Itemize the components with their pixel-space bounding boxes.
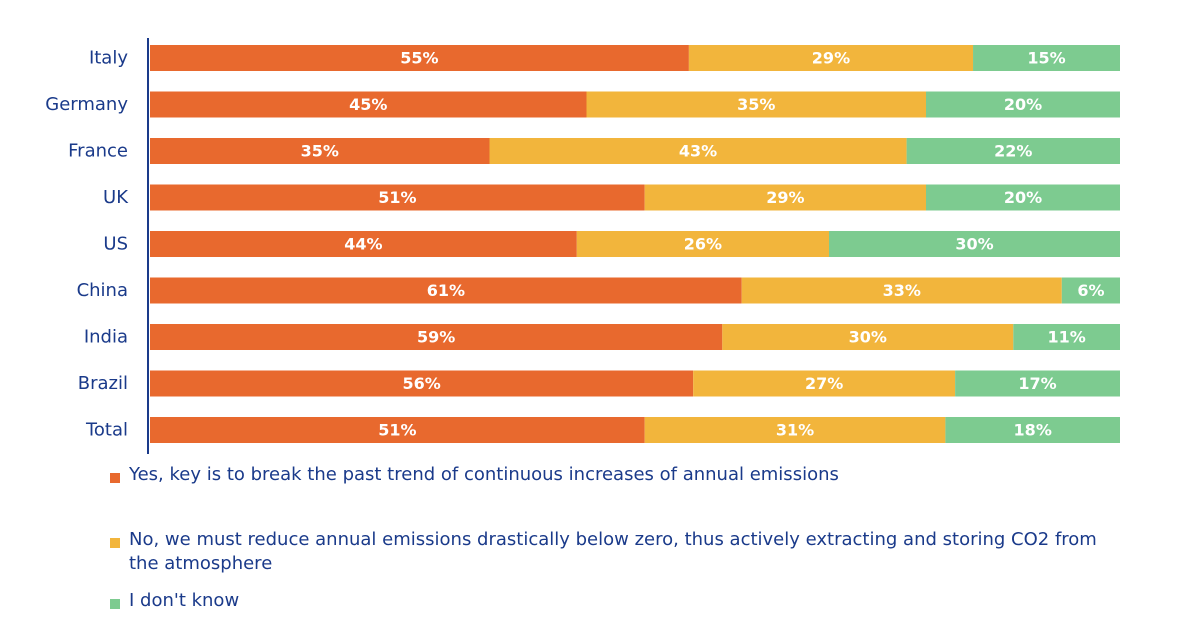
bar-france-series-2 — [906, 138, 1120, 164]
data-label-india-series-0: 59% — [417, 328, 455, 347]
data-label-us-series-1: 26% — [684, 235, 722, 254]
category-label-germany: Germany — [45, 94, 128, 115]
legend-label-yes: Yes, key is to break the past trend of c… — [129, 464, 839, 485]
data-label-china-series-1: 33% — [883, 281, 921, 300]
data-label-brazil-series-1: 27% — [805, 374, 843, 393]
bar-uk-series-2 — [926, 184, 1120, 211]
bar-china-series-1 — [741, 277, 1062, 304]
data-label-france-series-2: 22% — [994, 142, 1032, 161]
category-label-us: US — [103, 234, 128, 255]
category-label-total: Total — [85, 420, 128, 441]
bar-us-series-2 — [829, 231, 1120, 257]
data-label-india-series-1: 30% — [849, 328, 887, 347]
data-label-germany-series-1: 35% — [737, 95, 775, 114]
bar-uk-series-1 — [644, 184, 926, 211]
category-label-france: France — [68, 141, 128, 162]
bar-france-series-0 — [150, 138, 490, 164]
data-label-france-series-0: 35% — [301, 142, 339, 161]
legend-item-dont-know: I don't know — [110, 589, 1119, 613]
bar-us-series-1 — [576, 231, 829, 257]
bar-total-series-0 — [150, 417, 645, 443]
bar-italy-series-0 — [150, 45, 689, 71]
category-label-china: China — [77, 280, 128, 301]
bar-italy-series-2 — [973, 45, 1120, 71]
legend-item-yes: Yes, key is to break the past trend of c… — [110, 463, 1119, 487]
bar-germany-series-2 — [926, 91, 1120, 118]
category-label-uk: UK — [103, 187, 129, 208]
data-label-total-series-2: 18% — [1014, 421, 1052, 440]
bar-italy-series-1 — [688, 45, 974, 71]
data-label-uk-series-1: 29% — [766, 188, 804, 207]
data-label-brazil-series-2: 17% — [1018, 374, 1056, 393]
data-label-brazil-series-0: 56% — [402, 374, 440, 393]
bar-india-series-2 — [1013, 324, 1120, 350]
data-label-india-series-2: 11% — [1048, 328, 1086, 347]
bar-china-series-0 — [150, 277, 742, 304]
data-label-china-series-0: 61% — [427, 281, 465, 300]
bar-germany-series-1 — [586, 91, 926, 118]
bar-india-series-0 — [150, 324, 723, 350]
bar-brazil-series-2 — [955, 370, 1120, 397]
data-label-total-series-1: 31% — [776, 421, 814, 440]
bar-uk-series-0 — [150, 184, 645, 211]
data-label-total-series-0: 51% — [378, 421, 416, 440]
data-label-uk-series-0: 51% — [378, 188, 416, 207]
data-label-italy-series-0: 55% — [400, 49, 438, 68]
legend-swatch-no — [110, 538, 120, 548]
legend-item-no: No, we must reduce annual emissions dras… — [110, 528, 1119, 576]
bar-us-series-0 — [150, 231, 577, 257]
data-label-us-series-2: 30% — [955, 235, 993, 254]
data-label-us-series-0: 44% — [344, 235, 382, 254]
bar-brazil-series-1 — [693, 370, 956, 397]
legend-swatch-dont-know — [110, 599, 120, 609]
data-label-italy-series-1: 29% — [812, 49, 850, 68]
bar-total-series-2 — [945, 417, 1120, 443]
legend-label-dont-know: I don't know — [129, 590, 240, 611]
data-label-germany-series-2: 20% — [1004, 95, 1042, 114]
category-label-italy: Italy — [89, 48, 128, 69]
bar-india-series-1 — [722, 324, 1014, 350]
data-label-italy-series-2: 15% — [1027, 49, 1065, 68]
legend-swatch-yes — [110, 473, 120, 483]
bar-china-series-2 — [1061, 277, 1120, 304]
category-label-india: India — [84, 327, 128, 348]
bar-france-series-1 — [489, 138, 907, 164]
data-label-france-series-1: 43% — [679, 142, 717, 161]
data-label-china-series-2: 6% — [1077, 281, 1104, 300]
bar-brazil-series-0 — [150, 370, 694, 397]
data-label-uk-series-2: 20% — [1004, 188, 1042, 207]
data-label-germany-series-0: 45% — [349, 95, 387, 114]
category-label-brazil: Brazil — [78, 373, 128, 394]
bar-total-series-1 — [644, 417, 946, 443]
bar-germany-series-0 — [150, 91, 587, 118]
legend-label-no: No, we must reduce annual emissions dras… — [129, 529, 1097, 574]
